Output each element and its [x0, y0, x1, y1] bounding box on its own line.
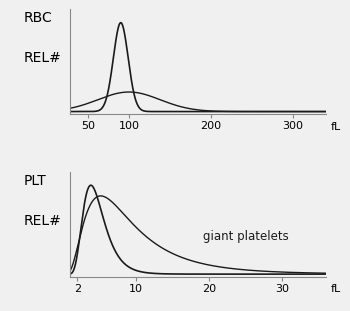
- Text: fL: fL: [331, 122, 341, 132]
- Text: giant platelets: giant platelets: [203, 230, 289, 244]
- Text: RBC: RBC: [24, 12, 53, 26]
- Text: PLT: PLT: [24, 174, 47, 188]
- Text: fL: fL: [331, 284, 341, 294]
- Text: REL#: REL#: [24, 51, 62, 65]
- Text: REL#: REL#: [24, 214, 62, 228]
